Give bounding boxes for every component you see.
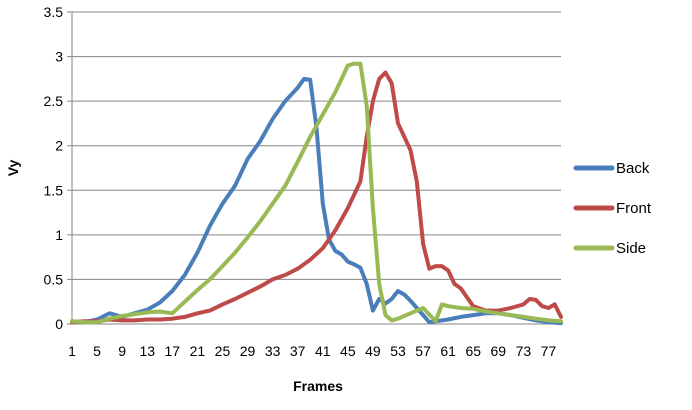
x-tick-label: 53 xyxy=(390,343,406,359)
x-tick-label: 17 xyxy=(165,343,181,359)
y-tick-label: 0 xyxy=(55,316,63,332)
legend-label-back: Back xyxy=(616,160,650,177)
x-tick-label: 13 xyxy=(139,343,155,359)
y-tick-label: 0.5 xyxy=(44,271,64,287)
x-tick-label: 73 xyxy=(516,343,532,359)
x-tick-label: 45 xyxy=(340,343,356,359)
x-tick-label: 57 xyxy=(415,343,431,359)
series-lines xyxy=(70,61,563,326)
series-line-front xyxy=(70,70,563,325)
y-tick-label: 1.5 xyxy=(44,182,64,198)
x-tick-label: 41 xyxy=(315,343,331,359)
x-tick-label: 29 xyxy=(240,343,256,359)
legend: Back Front Side xyxy=(573,160,652,257)
x-tick-label: 37 xyxy=(290,343,306,359)
x-tick-label: 65 xyxy=(465,343,481,359)
y-axis-title: Vy xyxy=(5,159,21,176)
y-tick-labels: 0 0.5 1 1.5 2 2.5 3 3.5 xyxy=(44,4,64,332)
x-tick-label: 77 xyxy=(541,343,557,359)
y-tick-label: 2.5 xyxy=(44,93,64,109)
x-tick-label: 21 xyxy=(190,343,206,359)
y-tick-label: 1 xyxy=(55,227,63,243)
x-tick-label: 9 xyxy=(118,343,126,359)
legend-label-side: Side xyxy=(616,240,646,257)
series-line-side xyxy=(70,61,563,325)
x-tick-label: 33 xyxy=(265,343,281,359)
y-tick-label: 3.5 xyxy=(44,4,64,20)
x-axis-title: Frames xyxy=(293,378,343,394)
series-line-back xyxy=(70,76,563,326)
x-tick-label: 25 xyxy=(215,343,231,359)
y-tick-label: 2 xyxy=(55,138,63,154)
x-tick-label: 1 xyxy=(68,343,76,359)
y-tick-label: 3 xyxy=(55,49,63,65)
x-tick-label: 61 xyxy=(440,343,456,359)
x-tick-label: 5 xyxy=(93,343,101,359)
gridlines xyxy=(72,11,561,280)
x-tick-labels: 1 5 9 13 17 21 25 29 33 37 41 45 49 53 57 61 65 69 73 77 xyxy=(68,343,556,359)
legend-label-front: Front xyxy=(616,200,652,217)
x-tick-label: 49 xyxy=(365,343,381,359)
x-tick-label: 69 xyxy=(491,343,507,359)
axes xyxy=(67,11,561,325)
